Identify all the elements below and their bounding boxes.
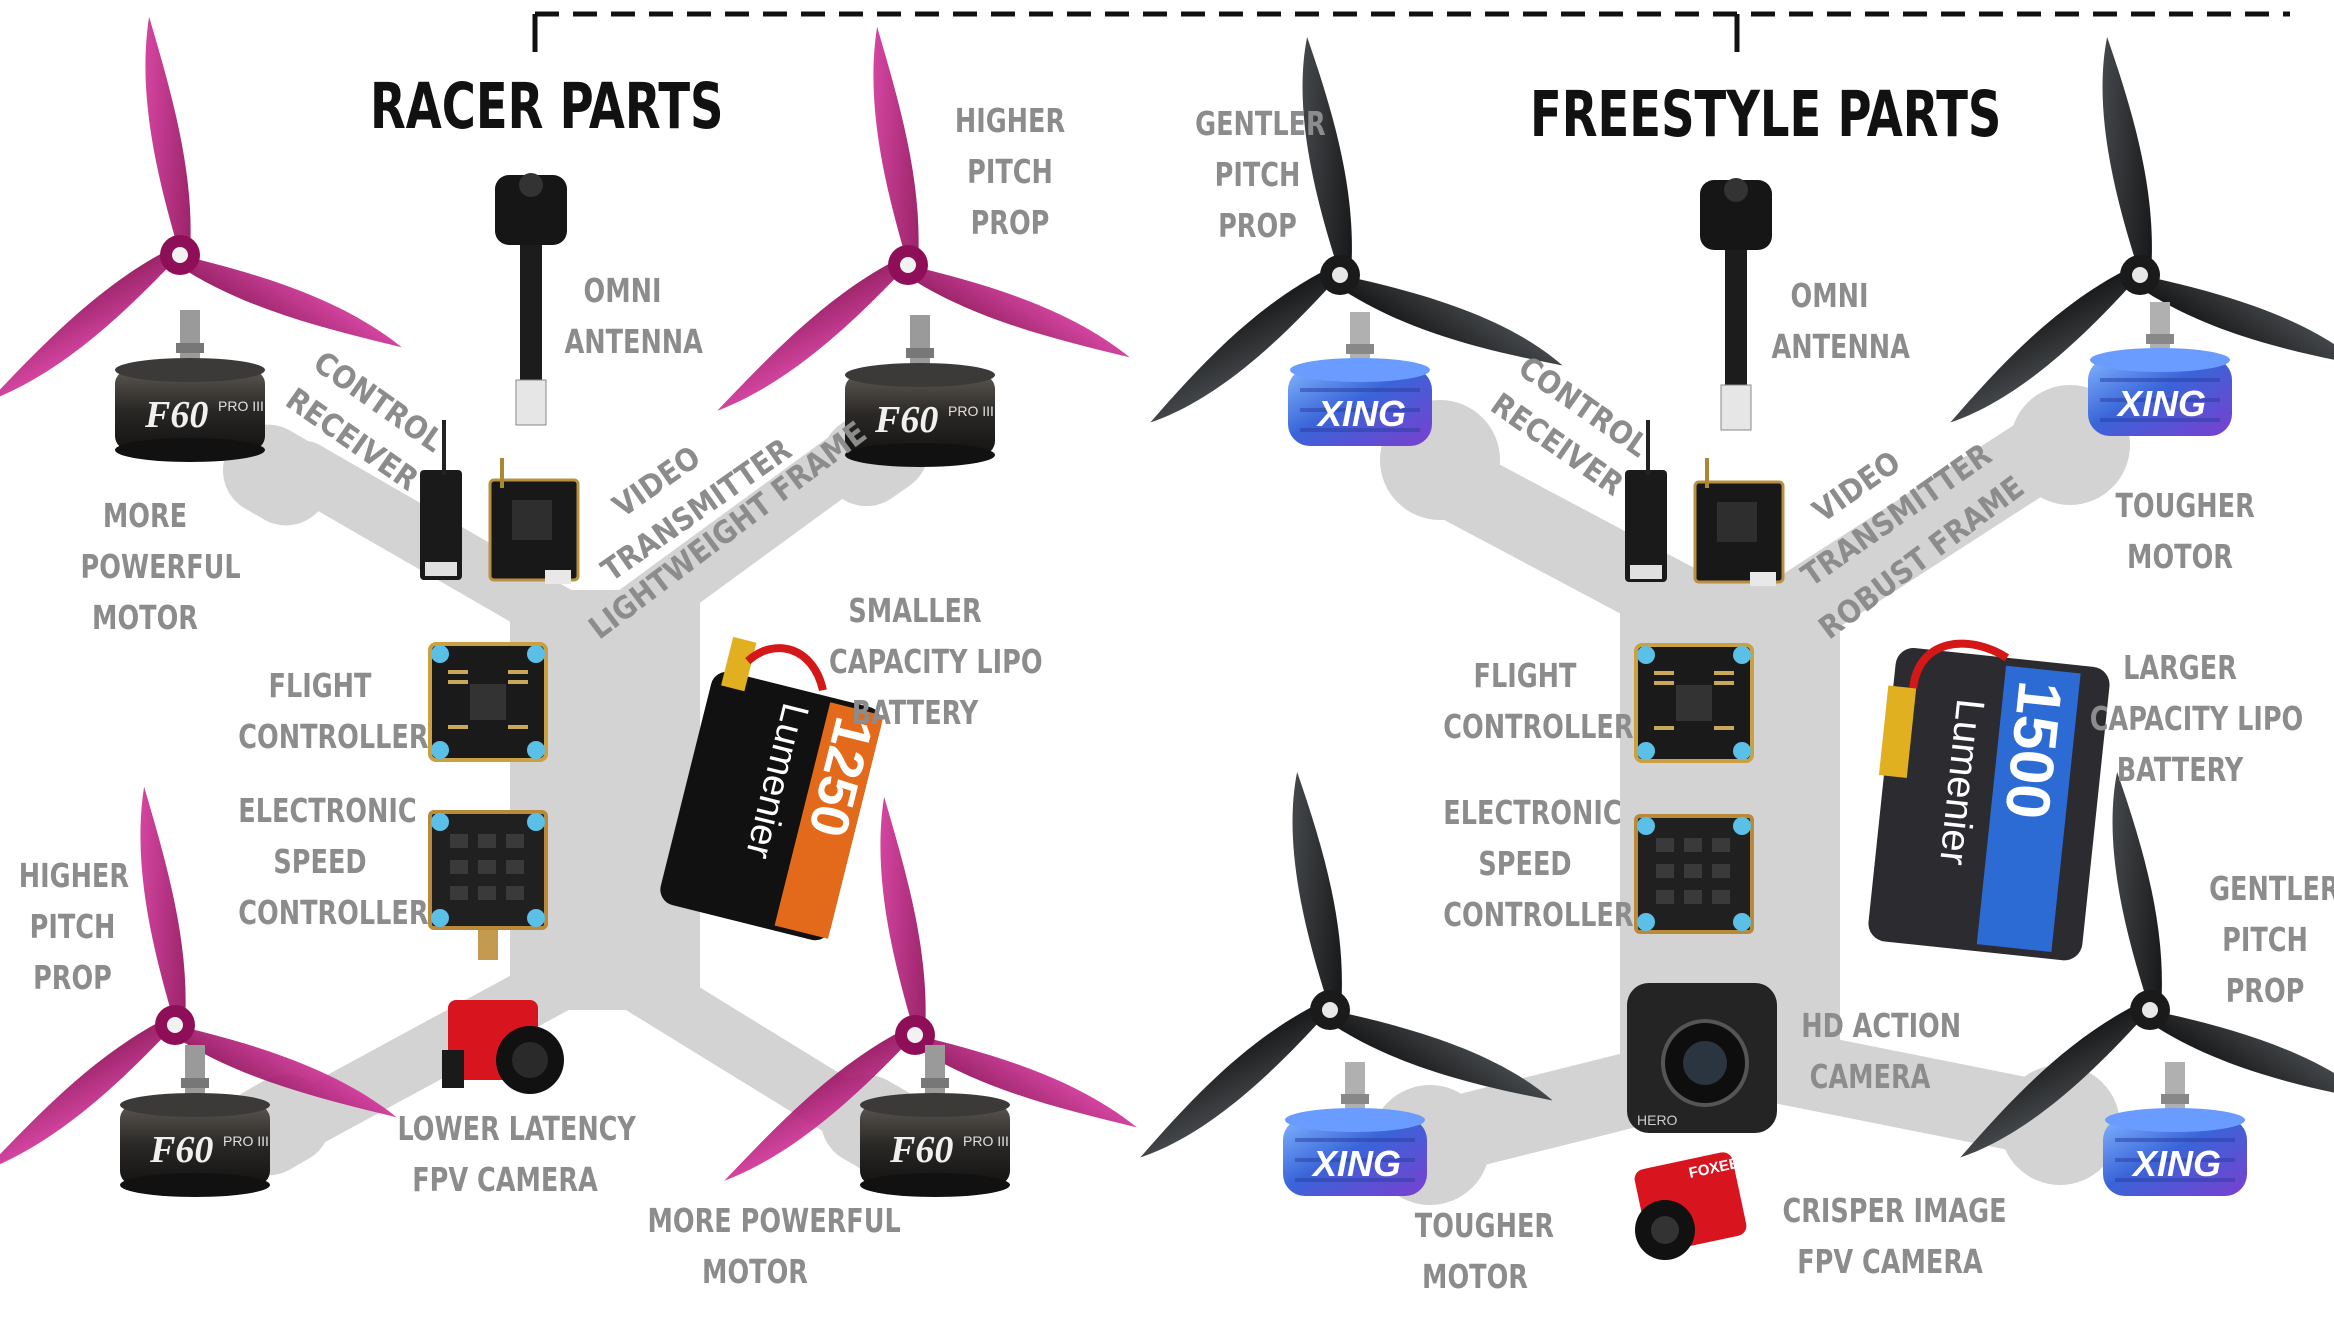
freestyle-antenna-icon [1700,178,1772,431]
freestyle-title: FREESTYLE PARTS [1530,78,2002,151]
freestyle-label-hd-action-camera: HD ACTION CAMERA [1801,1006,1962,1096]
freestyle-action-cam-brand: HERO [1637,1112,1678,1128]
freestyle-battery-icon: 1500 Lumenier [1868,639,2110,961]
freestyle-motor-bottom-left-icon [1281,1060,1429,1198]
freestyle-esc-icon [1634,814,1754,934]
freestyle-label-omni-antenna: OMNI ANTENNA [1771,276,1910,366]
freestyle-action-camera-icon: HERO [1627,983,1777,1133]
freestyle-label-esc: ELECTRONIC SPEED CONTROLLER [1443,793,1634,934]
freestyle-battery-capacity: 1500 [1991,678,2074,822]
racer-receiver-icon [420,420,462,580]
freestyle-label-larger-lipo: LARGER CAPACITY LIPO BATTERY [2089,648,2304,789]
racer-label-flight-controller: FLIGHT CONTROLLER [238,666,429,756]
racer-label-higher-pitch-prop-top: HIGHER PITCH PROP [954,101,1066,242]
freestyle-flight-controller-icon [1634,643,1754,763]
racer-label-lower-latency-camera: LOWER LATENCY FPV CAMERA [397,1109,636,1199]
freestyle-label-tougher-motor-right: TOUGHER MOTOR [2115,486,2255,576]
racer-label-esc: ELECTRONIC SPEED CONTROLLER [238,791,429,932]
racer-label-higher-pitch-prop-bottom: HIGHER PITCH PROP [18,856,130,997]
freestyle-receiver-icon [1625,420,1667,582]
racer-flight-controller-icon [428,642,548,762]
racer-motor-top-left-icon [115,310,265,462]
racer-label-smaller-lipo: SMALLER CAPACITY LIPO BATTERY [829,591,1043,732]
racer-vtx-icon [488,458,580,584]
racer-label-more-powerful-motor-bottom: MORE POWERFUL MOTOR [647,1201,901,1291]
racer-esc-icon [428,810,548,930]
freestyle-motor-top-left-icon [1286,310,1434,448]
freestyle-label-tougher-motor-bottom: TOUGHER MOTOR [1414,1206,1555,1296]
freestyle-label-gentler-pitch-prop-top: GENTLER PITCH PROP [1195,104,1326,245]
freestyle-label-crisper-fpv-camera: CRISPER IMAGE FPV CAMERA [1782,1191,2007,1281]
racer-fpv-camera-icon [442,1000,564,1094]
freestyle-motor-bottom-right-icon [2101,1060,2249,1198]
racer-antenna-icon [495,173,567,426]
freestyle-fpv-camera-icon: FOXEER [1634,1152,1751,1260]
racer-battery-icon: 1250 Lumenier [660,636,884,941]
freestyle-vtx-icon [1693,458,1785,586]
freestyle-label-flight-controller: FLIGHT CONTROLLER [1443,656,1634,746]
racer-label-more-powerful-motor-left: MORE POWERFUL MOTOR [80,496,241,637]
racer-label-omni-antenna: OMNI ANTENNA [564,271,703,361]
freestyle-label-gentler-pitch-prop-right: GENTLER PITCH PROP [2209,869,2334,1010]
racer-title: RACER PARTS [370,70,724,143]
